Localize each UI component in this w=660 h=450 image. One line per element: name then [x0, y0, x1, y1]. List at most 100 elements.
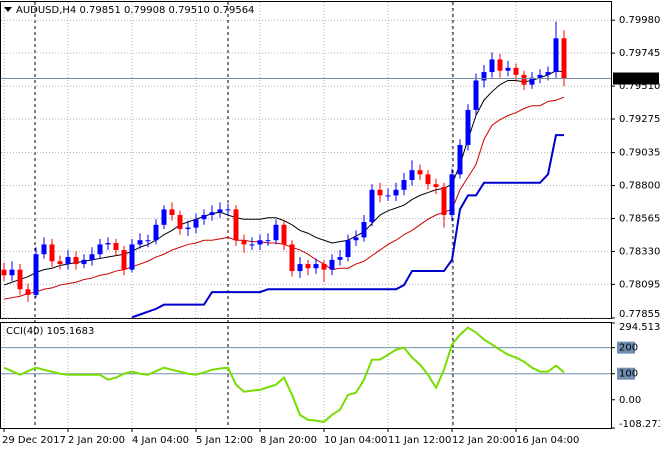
candle-body	[505, 67, 511, 71]
candle-body	[409, 170, 415, 180]
candle-body	[553, 38, 559, 73]
candle-body	[273, 224, 279, 241]
candle-body	[177, 215, 183, 230]
candle-body	[249, 244, 255, 246]
y-tick-label: 200	[619, 343, 638, 354]
y-tick-label: 0.79980	[619, 15, 660, 26]
indicator-line	[3, 326, 565, 423]
candle-body	[97, 244, 103, 255]
y-tick-label: 0.79035	[619, 148, 660, 159]
candle-body	[201, 215, 207, 220]
indicator-line	[131, 134, 564, 319]
level-label-box	[617, 367, 635, 380]
candle-body	[289, 244, 295, 272]
current-price-box	[613, 72, 659, 85]
x-tick-label: 12 Jan 20:00	[452, 435, 515, 446]
y-tick-label: 0.78800	[619, 181, 660, 192]
candle-body	[361, 222, 367, 238]
y-tick-label: 0.78565	[619, 214, 660, 225]
y-tick-label: -108.2739	[619, 419, 660, 430]
candle-body	[185, 227, 191, 230]
candle-body	[433, 184, 439, 187]
x-tick-label: 16 Jan 04:00	[516, 435, 579, 446]
candle-body	[465, 109, 471, 145]
main-panel	[0, 1, 612, 319]
y-tick-label: 100	[619, 369, 638, 380]
candle-body	[225, 209, 231, 211]
candle-body	[209, 212, 215, 216]
candle-body	[473, 80, 479, 110]
candle-body	[145, 240, 151, 242]
chart-title: AUDUSD,H4 0.79851 0.79908 0.79510 0.7956…	[16, 5, 254, 16]
y-tick-label: 0.78095	[619, 279, 660, 290]
candle-body	[345, 240, 351, 258]
candle-body	[497, 59, 503, 71]
candle-body	[161, 209, 167, 225]
candle-body	[521, 74, 527, 85]
candle-body	[153, 224, 159, 241]
candle-body	[537, 74, 543, 78]
candle-body	[377, 189, 383, 196]
candle-body	[401, 179, 407, 190]
candle-body	[489, 59, 495, 73]
candle-body	[121, 250, 127, 270]
x-tick-label: 11 Jan 12:00	[388, 435, 451, 446]
candle-body	[193, 219, 199, 228]
candle-body	[137, 240, 143, 245]
candle-body	[17, 269, 23, 290]
candle-body	[281, 224, 287, 245]
y-tick-label: 294.513	[619, 322, 660, 333]
candle-body	[9, 269, 15, 276]
candle-body	[457, 144, 463, 175]
candle-body	[329, 259, 335, 270]
candle-body	[217, 209, 223, 213]
candle-body	[65, 257, 71, 265]
y-tick-label: 0.79745	[619, 48, 660, 59]
candle-body	[321, 264, 327, 270]
candle-body	[169, 209, 175, 216]
y-tick-label: 0.00	[619, 395, 641, 406]
candle-body	[481, 72, 487, 81]
candle-body	[25, 289, 31, 295]
candle-body	[545, 72, 551, 75]
x-tick-label: 5 Jan 12:00	[196, 435, 253, 446]
y-tick-label: 0.79510	[619, 81, 660, 92]
candle-body	[113, 243, 119, 251]
indicator-title: CCI(40) 105.1683	[6, 326, 94, 337]
candle-body	[385, 195, 391, 197]
candle-body	[105, 243, 111, 245]
candle-body	[265, 240, 271, 242]
candle-body	[313, 264, 319, 269]
candle-body	[393, 189, 399, 196]
candle-body	[241, 240, 247, 245]
candle-body	[233, 209, 239, 241]
menu-triangle[interactable]	[4, 7, 12, 12]
candle-body	[73, 257, 79, 265]
candle-body	[297, 264, 303, 272]
candle-body	[513, 67, 519, 75]
candle-body	[353, 237, 359, 241]
x-tick-label: 4 Jan 04:00	[132, 435, 189, 446]
level-label-box	[617, 341, 635, 354]
y-tick-label: 0.77855	[619, 309, 660, 320]
y-tick-label: 0.78330	[619, 246, 660, 257]
candle-body	[449, 174, 455, 216]
candle-body	[33, 254, 39, 295]
x-tick-label: 2 Jan 20:00	[68, 435, 125, 446]
candle-body	[529, 77, 535, 85]
y-tick-label: 0.79275	[619, 114, 660, 125]
x-tick-label: 10 Jan 04:00	[324, 435, 387, 446]
x-tick-label: 8 Jan 20:00	[260, 435, 317, 446]
candle-body	[561, 38, 567, 79]
candle-body	[1, 269, 7, 276]
candle-body	[57, 261, 63, 265]
x-tick-label: 29 Dec 2017	[2, 435, 66, 446]
candle-body	[81, 259, 87, 265]
candle-body	[441, 186, 447, 216]
candle-body	[417, 170, 423, 175]
candle-body	[369, 189, 375, 223]
candle-body	[257, 240, 263, 245]
candle-body	[425, 174, 431, 185]
current-price-label: 0.79564	[616, 74, 657, 85]
